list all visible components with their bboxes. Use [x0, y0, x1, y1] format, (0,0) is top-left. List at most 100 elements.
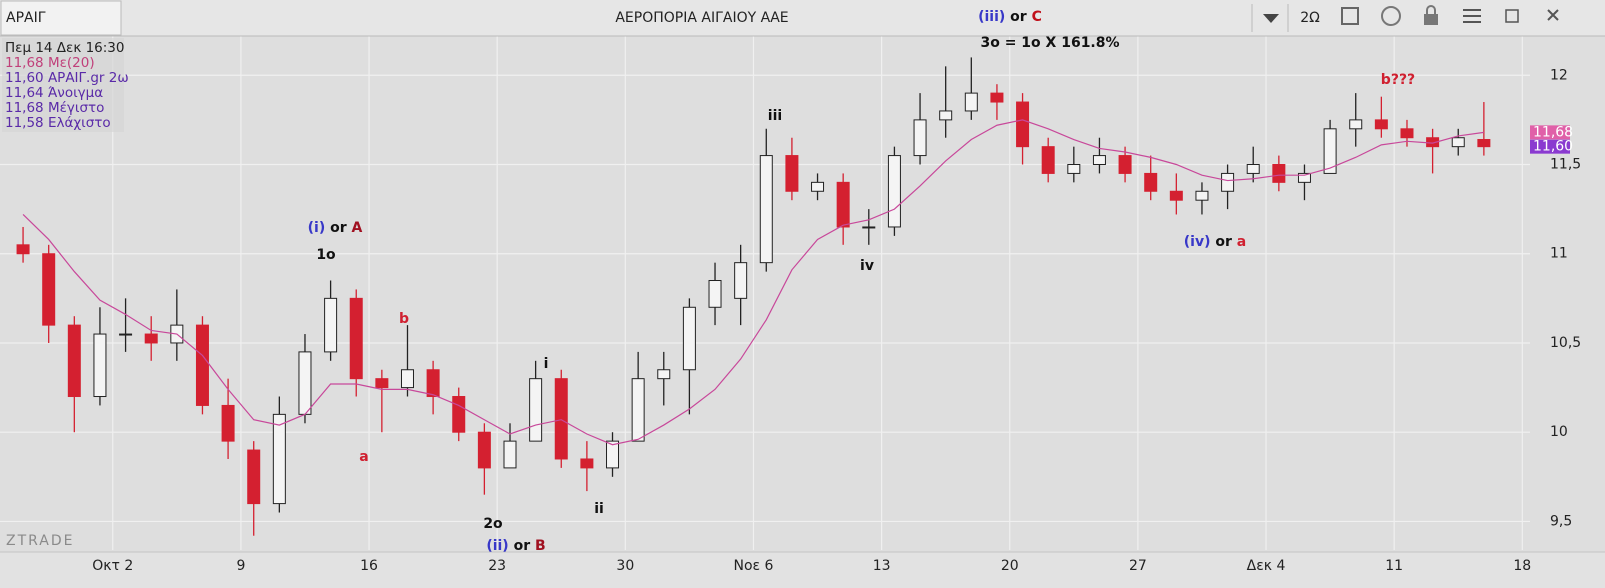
candle-body: [1118, 155, 1132, 174]
candle-body: [708, 280, 722, 308]
candle-body: [811, 181, 825, 192]
annotation: iv: [860, 258, 874, 274]
candle-body: [93, 333, 107, 398]
x-tick-label: 27: [1129, 558, 1147, 574]
candle-body: [1349, 119, 1363, 130]
candle-body: [42, 253, 56, 326]
menu-icon[interactable]: [1463, 9, 1481, 23]
candle-body: [452, 396, 466, 433]
annotation: 3o = 1o X 161.8%: [980, 35, 1119, 51]
annotation: b???: [1381, 72, 1415, 88]
annotation-part: 1o: [316, 247, 336, 263]
candle-body: [1374, 119, 1388, 130]
y-tick-label: 12: [1550, 67, 1568, 83]
annotation-part: C: [1032, 9, 1042, 25]
annotation-part: (ii): [486, 538, 508, 554]
candle-body: [1092, 155, 1106, 165]
info-line: 11,68 Με(20): [5, 55, 95, 71]
annotation-part: b: [399, 311, 409, 327]
annotation-part: a: [359, 449, 368, 465]
info-line: 11,64 Άνοιγμα: [5, 85, 103, 101]
price-tag: [1530, 139, 1570, 154]
dropdown-icon[interactable]: [1263, 14, 1279, 23]
annotation-part: b???: [1381, 72, 1415, 88]
candle-body: [1272, 164, 1286, 183]
annotation-part: 3o = 1o X 161.8%: [980, 35, 1119, 51]
candle-body: [349, 297, 363, 380]
lock-shackle: [1426, 5, 1436, 14]
candle-body: [1297, 172, 1311, 183]
candle-body: [580, 458, 594, 469]
candle-body: [606, 440, 620, 469]
annotation-part: (i): [308, 220, 326, 236]
x-tick-label: 30: [616, 558, 634, 574]
candle-body: [682, 306, 696, 371]
annotation: (i) or A: [308, 220, 363, 236]
x-tick-label: 23: [488, 558, 506, 574]
y-tick-label: 10: [1550, 424, 1568, 440]
candle-body: [785, 155, 799, 192]
candle-body: [16, 244, 30, 255]
x-tick-label: 20: [1001, 558, 1019, 574]
price-tag-label: 11,68: [1533, 124, 1573, 140]
candle-body: [400, 369, 414, 389]
period-button[interactable]: 2Ω: [1300, 10, 1320, 26]
watermark: ZTRADE: [6, 533, 75, 549]
quote-icon[interactable]: [1381, 6, 1401, 26]
annotation: (iii) or C: [978, 9, 1042, 25]
candle-body: [990, 92, 1004, 103]
y-tick-label: 11,5: [1550, 157, 1581, 173]
candle-body: [272, 413, 286, 505]
candle-body: [836, 181, 850, 228]
annotation-part: iv: [860, 258, 874, 274]
candle-body: [1323, 128, 1337, 174]
info-line: Πεμ 14 Δεκ 16:30: [5, 40, 124, 56]
candle-body: [1221, 172, 1235, 192]
annotation: a: [359, 449, 368, 465]
candle-body: [529, 378, 543, 442]
annotation-part: iii: [768, 108, 782, 124]
price-tag: [1530, 125, 1570, 140]
symbol: ΑΡΑΙΓ: [6, 10, 46, 26]
y-tick-label: 10,5: [1550, 335, 1581, 351]
candle-body: [426, 369, 440, 398]
annotation-part: ii: [594, 501, 604, 517]
annotation: 2o: [483, 516, 503, 532]
instrument-title: ΑΕΡΟΠΟΡΙΑ ΑΙΓΑΙΟΥ ΑΑΕ: [615, 10, 788, 26]
close-icon[interactable]: [1547, 9, 1559, 21]
annotation: b: [399, 311, 409, 327]
x-tick-label: 11: [1385, 558, 1403, 574]
candle-body: [375, 378, 389, 389]
candle-body: [1041, 146, 1055, 174]
annotation-part: A: [352, 220, 363, 236]
annotation: 1o: [316, 247, 336, 263]
candle-body: [734, 262, 748, 299]
annotation-part: or: [509, 538, 535, 554]
candle-body: [1246, 164, 1260, 174]
x-axis-area: [0, 552, 1605, 588]
candle-body: [1451, 137, 1465, 148]
candle-body: [1195, 190, 1209, 201]
x-tick-label: Οκτ 2: [92, 558, 133, 574]
annotation-part: or: [1211, 234, 1237, 250]
annotation: iii: [768, 108, 782, 124]
annotation: (ii) or B: [486, 538, 545, 554]
info-line: 11,68 Μέγιστο: [5, 100, 104, 116]
annotation-part: (iv): [1184, 234, 1211, 250]
candle-body: [195, 324, 209, 406]
x-tick-label: 13: [873, 558, 891, 574]
info-line: 11,60 ΑΡΑΙΓ.gr 2ω: [5, 70, 129, 86]
symbol-input[interactable]: [0, 0, 122, 36]
chart-type-icon[interactable]: [1341, 7, 1359, 25]
candle-body: [324, 297, 338, 353]
annotation-part: (iii): [978, 9, 1005, 25]
candle-body: [964, 92, 978, 112]
candle-body: [1400, 128, 1414, 139]
y-tick-label: 11: [1550, 246, 1568, 262]
toolbar: [0, 0, 1605, 36]
annotation: ii: [594, 501, 604, 517]
annotation-part: or: [325, 220, 351, 236]
lock-icon[interactable]: [1424, 14, 1438, 25]
restore-icon[interactable]: [1505, 9, 1519, 23]
